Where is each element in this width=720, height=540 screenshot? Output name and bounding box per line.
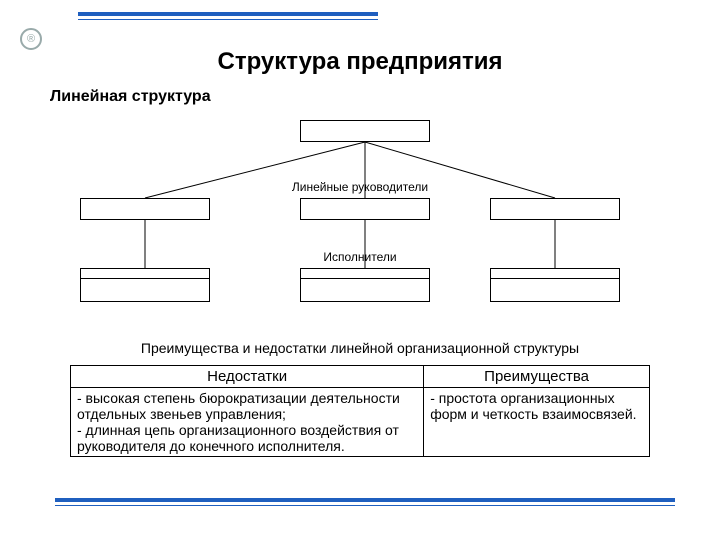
org-node-divider: [300, 278, 430, 279]
top-rule-thin: [78, 19, 378, 20]
cons-cell: - высокая степень бюрократизации деятель…: [71, 388, 424, 457]
org-node-divider: [80, 278, 210, 279]
slide: ® Структура предприятия Линейная структу…: [0, 0, 720, 540]
org-node-root: [300, 120, 430, 142]
page-title: Структура предприятия: [0, 48, 720, 76]
table-caption: Преимущества и недостатки линейной орган…: [0, 340, 720, 356]
level2-label: Линейные руководители: [60, 180, 660, 194]
org-node-e3: [490, 268, 620, 302]
logo-icon: ®: [20, 28, 42, 50]
page-subtitle: Линейная структура: [50, 88, 211, 106]
table-row: - высокая степень бюрократизации деятель…: [71, 388, 650, 457]
col-header-pros: Преимущества: [424, 366, 650, 388]
comparison-table: Недостатки Преимущества - высокая степен…: [70, 365, 650, 457]
level3-label: Исполнители: [60, 250, 660, 264]
col-header-cons: Недостатки: [71, 366, 424, 388]
bottom-rule-thin: [55, 505, 675, 506]
org-node-m1: [80, 198, 210, 220]
org-node-e1: [80, 268, 210, 302]
org-node-divider: [490, 278, 620, 279]
org-node-e2: [300, 268, 430, 302]
org-node-m2: [300, 198, 430, 220]
bottom-rule-thick: [55, 498, 675, 502]
top-rule-thick: [78, 12, 378, 16]
org-chart: Руководитель Линейные руководители Испол…: [60, 120, 660, 310]
pros-cell: - простота организационных форм и четкос…: [424, 388, 650, 457]
table-header-row: Недостатки Преимущества: [71, 366, 650, 388]
org-node-m3: [490, 198, 620, 220]
